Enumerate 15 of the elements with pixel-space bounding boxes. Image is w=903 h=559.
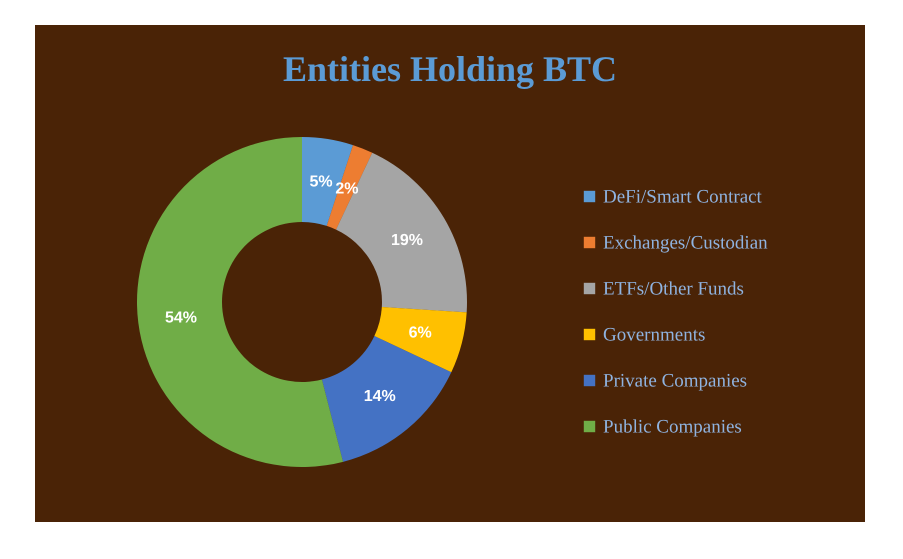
legend-label: ETFs/Other Funds: [603, 278, 744, 300]
data-label: 19%: [390, 232, 424, 249]
legend-label: Private Companies: [603, 370, 748, 392]
legend-label: Exchanges/Custodian: [603, 232, 768, 254]
data-label: 6%: [408, 324, 432, 342]
legend-label: Governments: [603, 324, 706, 346]
data-label: 54%: [164, 309, 197, 326]
legend-label: DeFi/Smart Contract: [603, 186, 763, 208]
data-label: 5%: [310, 174, 333, 190]
donut-slice: [336, 152, 467, 312]
legend-label: Public Companies: [603, 416, 742, 438]
donut-slice: [322, 336, 452, 462]
donut-slice: [374, 307, 467, 372]
chart-title: Entities Holding BTC: [282, 49, 618, 89]
data-label: 14%: [364, 388, 396, 406]
